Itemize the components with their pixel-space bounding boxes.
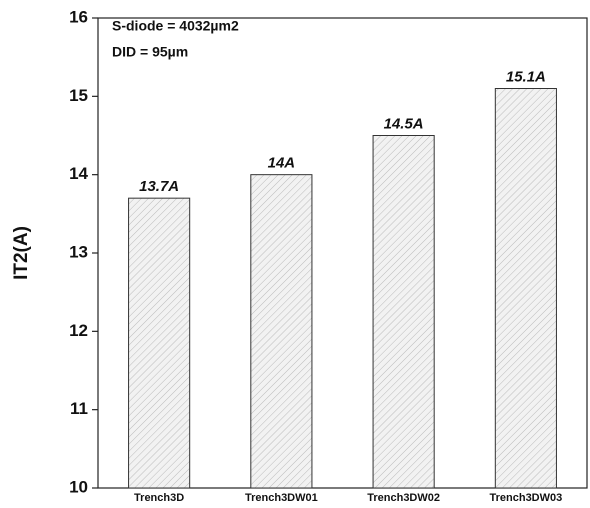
value-label: 14A bbox=[268, 155, 296, 172]
y-tick-label: 10 bbox=[69, 477, 88, 496]
y-tick-label: 11 bbox=[70, 399, 88, 418]
y-axis-title: IT2(A) bbox=[11, 226, 32, 280]
x-tick-label: Trench3DW01 bbox=[245, 492, 318, 504]
x-tick-label: Trench3D bbox=[134, 492, 184, 504]
y-tick-label: 15 bbox=[69, 86, 88, 105]
y-tick-label: 16 bbox=[69, 7, 88, 26]
bar-hatch bbox=[128, 197, 191, 489]
value-label: 15.1A bbox=[506, 68, 546, 85]
x-tick-label: Trench3DW03 bbox=[490, 492, 563, 504]
annotation: S-diode = 4032µm2 bbox=[112, 18, 239, 34]
bar-hatch bbox=[494, 88, 557, 489]
y-tick-label: 13 bbox=[69, 242, 88, 261]
x-tick-label: Trench3DW02 bbox=[367, 492, 440, 504]
bar-hatch bbox=[372, 135, 435, 489]
bar-hatch bbox=[250, 174, 313, 489]
annotation: DID = 95µm bbox=[112, 44, 188, 60]
y-tick-label: 14 bbox=[69, 164, 88, 183]
value-label: 13.7A bbox=[139, 178, 179, 195]
y-tick-label: 12 bbox=[69, 321, 88, 340]
value-label: 14.5A bbox=[384, 115, 424, 132]
